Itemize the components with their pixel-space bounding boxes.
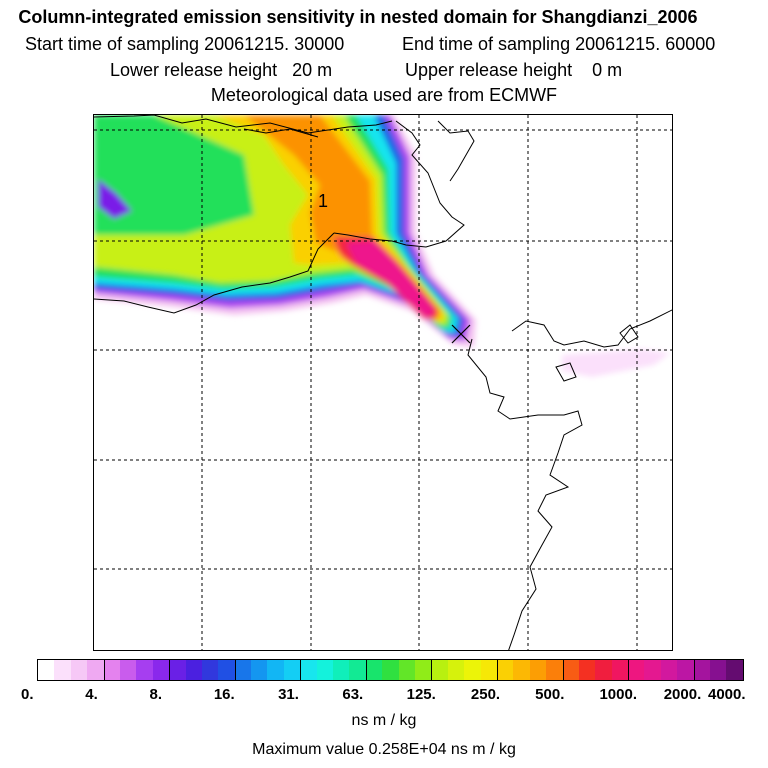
band-purple-core bbox=[98, 179, 132, 219]
colorbar-segment bbox=[316, 660, 334, 680]
colorbar-tick-label: 8. bbox=[149, 686, 163, 703]
start-time-text: Start time of sampling 20061215. 30000 bbox=[25, 34, 345, 54]
colorbar-segment bbox=[529, 660, 547, 680]
colorbar-tick-label: 16. bbox=[213, 686, 235, 703]
colorbar-segment bbox=[513, 660, 530, 680]
colorbar-tick-label: 0. bbox=[21, 686, 34, 703]
plot-title: Column-integrated emission sensitivity i… bbox=[18, 7, 698, 27]
colorbar-segment bbox=[546, 660, 563, 680]
colorbar-segment bbox=[283, 660, 301, 680]
colorbar-tick-label: 1000. bbox=[599, 686, 637, 703]
band-east-faint bbox=[562, 349, 670, 377]
lower-release-text: Lower release height 20 m bbox=[110, 60, 333, 80]
graticule bbox=[94, 115, 672, 650]
upper-release-text: Upper release height 0 m bbox=[405, 60, 623, 80]
map-panel: 1 bbox=[93, 114, 673, 651]
colorbar-segment bbox=[300, 660, 317, 680]
colorbar-tick-label: 4. bbox=[85, 686, 98, 703]
colorbar-segment bbox=[54, 660, 71, 680]
colorbar-segment bbox=[431, 660, 448, 680]
coastlines bbox=[94, 115, 672, 650]
colorbar-segment bbox=[496, 660, 514, 680]
colorbar-tick-label: 63. bbox=[342, 686, 364, 703]
colorbar bbox=[37, 659, 744, 681]
colorbar-segment bbox=[710, 660, 727, 680]
colorbar-segment bbox=[234, 660, 252, 680]
colorbar-segment bbox=[152, 660, 170, 680]
colorbar-segment bbox=[447, 660, 465, 680]
colorbar-segment bbox=[382, 660, 399, 680]
colorbar-segment bbox=[660, 660, 678, 680]
colorbar-segment bbox=[562, 660, 579, 680]
band-pink bbox=[346, 241, 434, 317]
colorbar-segment bbox=[251, 660, 268, 680]
colorbar-segment bbox=[693, 660, 711, 680]
colorbar-segment bbox=[628, 660, 645, 680]
colorbar-tick-label: 2000. bbox=[663, 686, 702, 703]
colorbar-segment bbox=[726, 660, 743, 680]
colorbar-segment bbox=[218, 660, 235, 680]
colorbar-segment bbox=[398, 660, 415, 680]
colorbar-segment bbox=[644, 660, 661, 680]
station-cross-icon bbox=[451, 324, 471, 344]
sensitivity-field bbox=[94, 115, 670, 377]
colorbar-segment bbox=[38, 660, 55, 680]
colorbar-tick-label: 250. bbox=[470, 686, 501, 703]
colorbar-segment bbox=[349, 660, 366, 680]
colorbar-segment bbox=[136, 660, 153, 680]
map-svg: 1 bbox=[94, 115, 672, 650]
colorbar-units: ns m / kg bbox=[351, 712, 417, 729]
colorbar-tick-label: 31. bbox=[278, 686, 299, 703]
meteo-source-text: Meteorological data used are from ECMWF bbox=[210, 85, 558, 105]
colorbar-segment bbox=[480, 660, 497, 680]
colorbar-segment bbox=[87, 660, 104, 680]
colorbar-segment bbox=[201, 660, 219, 680]
colorbar-segment bbox=[103, 660, 120, 680]
end-time-text: End time of sampling 20061215. 60000 bbox=[402, 34, 716, 54]
colorbar-segment bbox=[578, 660, 596, 680]
colorbar-segment bbox=[70, 660, 88, 680]
colorbar-segment bbox=[414, 660, 432, 680]
colorbar-segment bbox=[267, 660, 284, 680]
colorbar-segment bbox=[611, 660, 629, 680]
colorbar-segment bbox=[464, 660, 481, 680]
colorbar-segment bbox=[677, 660, 694, 680]
colorbar-segment bbox=[119, 660, 137, 680]
colorbar-tick-label: 500. bbox=[535, 686, 565, 703]
colorbar-tick-label: 4000. bbox=[708, 686, 746, 703]
colorbar-segment bbox=[185, 660, 202, 680]
colorbar-tick-label: 125. bbox=[406, 686, 436, 703]
colorbar-segment bbox=[595, 660, 612, 680]
colorbar-segment bbox=[365, 660, 383, 680]
colorbar-segment bbox=[169, 660, 186, 680]
maximum-value-text: Maximum value 0.258E+04 ns m / kg bbox=[252, 741, 516, 758]
colorbar-segment bbox=[333, 660, 350, 680]
contour-label: 1 bbox=[318, 191, 328, 211]
